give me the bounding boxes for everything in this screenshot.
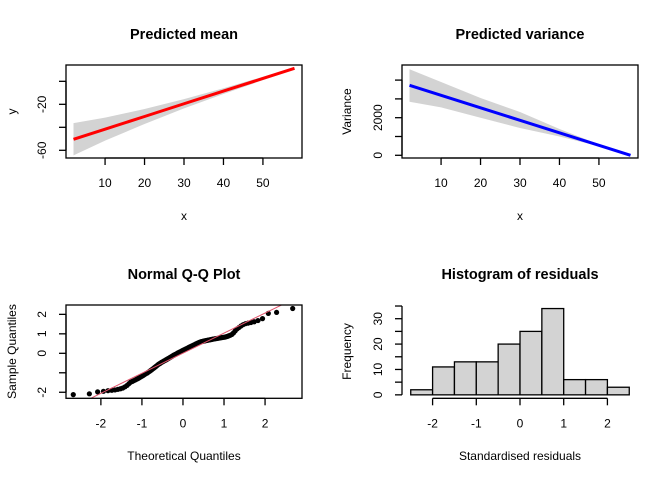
x-tick-label: 20: [138, 176, 152, 190]
y-tick-label: 2: [35, 311, 49, 318]
histogram-bar: [431, 366, 456, 396]
y-tick-label: -60: [35, 141, 49, 159]
x-tick-label: 50: [592, 176, 606, 190]
y-axis-label: Variance: [340, 88, 354, 135]
chart-title: Predicted variance: [456, 27, 585, 43]
qq-point: [273, 309, 280, 316]
y-tick-label: 0: [371, 152, 385, 159]
qq-point: [95, 389, 101, 395]
chart-title: Histogram of residuals: [441, 267, 598, 283]
panel-predicted-variance: Predicted variance x Variance: [340, 27, 584, 223]
y-tick-label: 30: [371, 312, 385, 326]
panel-predicted-mean: Predicted mean x y: [5, 27, 238, 223]
chart-title: Normal Q-Q Plot: [128, 267, 241, 283]
x-axis-label: x: [181, 209, 187, 223]
histogram-bar: [519, 330, 543, 396]
histogram-bar: [410, 389, 434, 396]
x-tick-label: 40: [217, 176, 231, 190]
x-axis-label: Theoretical Quantiles: [127, 449, 240, 463]
qq-point: [290, 305, 296, 312]
y-axis-label: Frequency: [340, 323, 354, 380]
x-axis-label: Standardised residuals: [459, 449, 581, 463]
panel-qq-plot: Normal Q-Q Plot Theoretical Quantiles Sa…: [5, 267, 241, 463]
qq-point: [255, 317, 261, 324]
x-tick-label: 1: [560, 416, 567, 430]
qq-point: [86, 391, 92, 397]
y-tick-label: 10: [371, 362, 385, 376]
x-tick-label: 0: [180, 416, 187, 430]
qq-point: [70, 391, 76, 398]
fitted-line: [409, 83, 631, 157]
qq-line: [89, 305, 283, 399]
x-tick-label: 10: [434, 176, 448, 190]
x-tick-label: -2: [96, 416, 107, 430]
y-tick-label: -2: [35, 387, 49, 398]
x-tick-label: 2: [604, 416, 611, 430]
x-tick-label: 30: [513, 176, 527, 190]
histogram-bar: [541, 307, 565, 396]
histogram-bar: [563, 378, 587, 396]
fitted-line: [73, 66, 295, 141]
y-tick-label: 1: [35, 330, 49, 337]
x-tick-label: 2: [262, 416, 269, 430]
x-tick-label: 10: [98, 176, 112, 190]
plot-area-1: 10 20 30 40 50 -60 -20: [35, 64, 303, 190]
x-tick-label: 0: [517, 416, 524, 430]
x-tick-label: -1: [137, 416, 148, 430]
x-tick-label: 1: [221, 416, 228, 430]
y-axis-label: Sample Quantiles: [5, 304, 19, 399]
x-tick-label: 40: [553, 176, 567, 190]
y-tick-label: 0: [371, 391, 385, 398]
x-tick-label: -2: [427, 416, 438, 430]
y-tick-label: 2000: [371, 104, 385, 131]
x-tick-label: 30: [177, 176, 191, 190]
histogram-bar: [475, 361, 499, 396]
histogram-bar: [453, 361, 477, 396]
x-tick-label: 20: [474, 176, 488, 190]
y-tick-label: -20: [35, 95, 49, 113]
plot-area-2: 10 20 30 40 50 0 2000: [371, 64, 639, 190]
confidence-band: [409, 69, 631, 156]
qq-point: [259, 316, 266, 322]
panel-histogram: Histogram of residuals Standardised resi…: [340, 267, 599, 463]
y-axis-label: y: [5, 109, 19, 115]
y-tick-label: 0: [35, 350, 49, 357]
histogram-bar: [497, 343, 521, 396]
x-tick-label: -1: [471, 416, 482, 430]
x-axis-label: x: [517, 209, 523, 223]
x-tick-label: 50: [256, 176, 270, 190]
histogram-bar: [584, 378, 609, 396]
chart-title: Predicted mean: [130, 27, 238, 43]
plot-area-3: -2 -1 0 1 2 -2 0 1 2: [35, 304, 303, 430]
y-tick-label: 20: [371, 337, 385, 351]
histogram-bar: [606, 386, 630, 396]
